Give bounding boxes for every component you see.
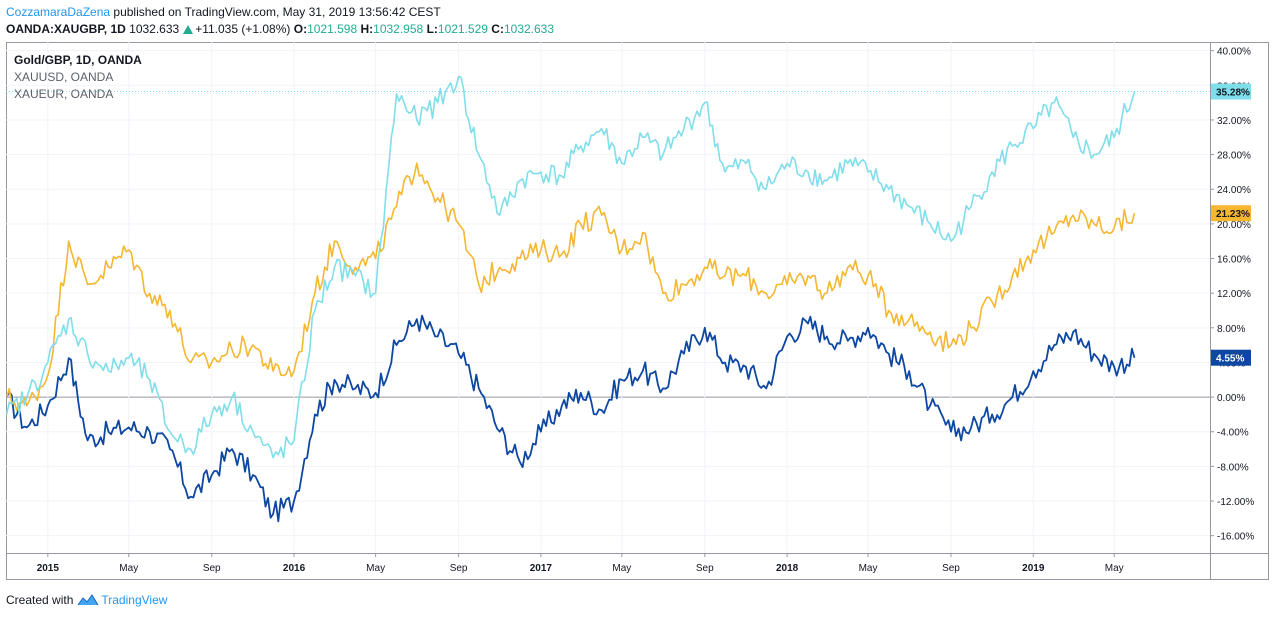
last-value-tag xyxy=(1211,205,1251,222)
created-with-text: Created with xyxy=(6,593,74,607)
y-tick-label: -4.00% xyxy=(1217,428,1249,439)
high-value: 1032.958 xyxy=(373,22,424,36)
x-tick-label: Sep xyxy=(203,563,221,574)
x-tick-label: May xyxy=(1105,563,1124,574)
low-value: 1021.529 xyxy=(437,22,488,36)
last-value-tag-label: 21.23% xyxy=(1216,209,1250,220)
last-value-tag-label: 35.28% xyxy=(1216,88,1250,99)
x-tick-label: May xyxy=(366,563,385,574)
time-axis[interactable]: 2015 May Sep 2016 May Sep 2017 May Sep 2018 May Sep… xyxy=(37,553,1124,574)
low-label: L: xyxy=(426,22,438,36)
symbol-label: OANDA:XAUGBP, 1D xyxy=(6,22,126,36)
x-tick-label: 2015 xyxy=(37,563,60,574)
close-label: C: xyxy=(491,22,504,36)
y-tick-label: 40.00% xyxy=(1217,47,1251,58)
last-value-tag xyxy=(1211,83,1251,100)
y-tick-label: 20.00% xyxy=(1217,220,1251,231)
legend-compare-usd[interactable]: XAUUSD, OANDA xyxy=(14,70,114,84)
open-label: O: xyxy=(293,22,308,36)
y-tick-label: 28.00% xyxy=(1217,151,1251,162)
up-triangle-icon xyxy=(183,25,194,34)
x-tick-label: May xyxy=(859,563,878,574)
x-tick-label: Sep xyxy=(450,563,468,574)
legend-main-series[interactable]: Gold/GBP, 1D, OANDA xyxy=(14,53,142,67)
price-axis[interactable]: 40.00%36.00%32.00%28.00%24.00%20.00%16.0… xyxy=(1210,47,1254,543)
y-tick-label: 16.00% xyxy=(1217,255,1251,266)
x-tick-label: May xyxy=(119,563,138,574)
publish-line: CozzamaraDaZena published on TradingView… xyxy=(6,5,441,19)
series-layer xyxy=(5,75,1136,523)
series-line-2 xyxy=(5,75,1136,459)
change-value: +11.035 (+1.08%) xyxy=(195,22,291,36)
x-tick-label: 2017 xyxy=(530,563,553,574)
x-tick-label: May xyxy=(612,563,631,574)
y-tick-label: 32.00% xyxy=(1217,116,1251,127)
tradingview-link[interactable]: TradingView xyxy=(101,593,168,607)
series-line-0 xyxy=(5,314,1136,523)
published-text: published on TradingView.com, May 31, 20… xyxy=(113,5,441,19)
x-tick-label: Sep xyxy=(696,563,714,574)
y-tick-label: -12.00% xyxy=(1217,497,1254,508)
y-tick-label: -16.00% xyxy=(1217,532,1254,543)
chart-frame xyxy=(6,42,1269,580)
author-link[interactable]: CozzamaraDaZena xyxy=(6,5,111,19)
footer: Created with TradingView xyxy=(6,593,167,607)
last-price: 1032.633 xyxy=(129,22,180,36)
series-line-1 xyxy=(5,162,1136,412)
legend-compare-eur[interactable]: XAUEUR, OANDA xyxy=(14,87,114,101)
tradingview-logo-icon xyxy=(77,594,99,606)
y-tick-label: 0.00% xyxy=(1217,393,1245,404)
price-chart[interactable]: 40.00%36.00%32.00%28.00%24.00%20.00%16.0… xyxy=(0,40,1274,582)
y-tick-label: 24.00% xyxy=(1217,185,1251,196)
y-tick-label: 12.00% xyxy=(1217,289,1251,300)
x-tick-label: Sep xyxy=(942,563,960,574)
y-tick-label: -8.00% xyxy=(1217,462,1249,473)
last-value-tag-label: 4.55% xyxy=(1216,354,1244,365)
high-label: H: xyxy=(360,22,374,36)
open-value: 1021.598 xyxy=(307,22,358,36)
close-value: 1032.633 xyxy=(503,22,555,36)
y-tick-label: 8.00% xyxy=(1217,324,1245,335)
x-tick-label: 2018 xyxy=(776,563,799,574)
x-tick-label: 2016 xyxy=(283,563,306,574)
legend: Gold/GBP, 1D, OANDA XAUUSD, OANDA XAUEUR… xyxy=(14,52,142,103)
last-value-tag xyxy=(1211,349,1251,366)
x-tick-label: 2019 xyxy=(1022,563,1045,574)
last-value-tags: 4.55% 21.23% 35.28% xyxy=(1211,83,1251,366)
ohlc-line: OANDA:XAUGBP, 1D 1032.633 +11.035 (+1.08%… xyxy=(6,22,554,36)
